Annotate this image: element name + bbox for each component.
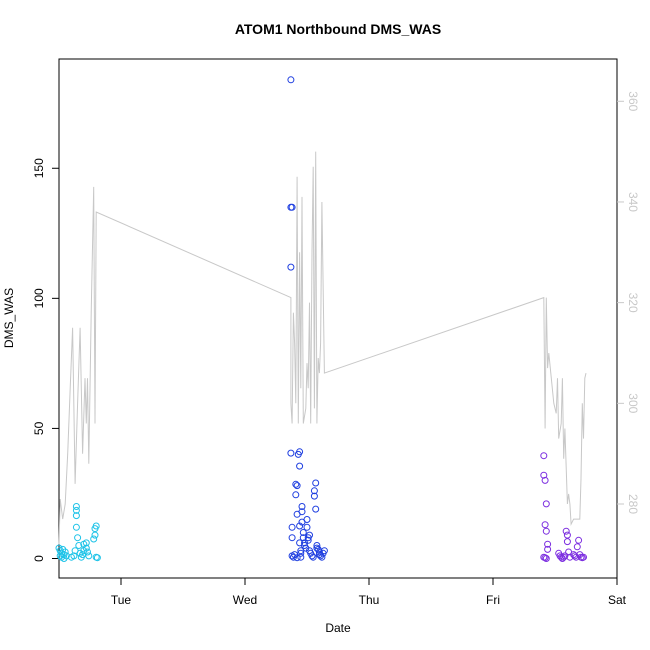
series-3-point (541, 554, 549, 562)
series-3-point (542, 527, 550, 535)
series-2-point (310, 492, 318, 500)
series-3-point (573, 543, 581, 551)
chart-title: ATOM1 Northbound DMS_WAS (235, 21, 441, 37)
series-2-point (293, 482, 301, 490)
series-2-point (292, 491, 300, 499)
series-2-point (308, 552, 316, 560)
series-3-point (575, 536, 583, 544)
series-1-point (85, 552, 93, 560)
series-2-point (297, 549, 305, 557)
y-tick-label: 0 (32, 555, 46, 562)
x-tick-label: Fri (486, 593, 500, 607)
series-2-point (306, 531, 313, 539)
series-2-point (303, 523, 311, 531)
x-axis-label: Date (325, 621, 351, 635)
series-1-point (91, 531, 99, 539)
series-2-point (318, 553, 326, 561)
y2-axis: 280 300 320 340 360 (617, 91, 640, 514)
series-1-point (82, 539, 90, 547)
series-1-point (72, 506, 80, 514)
series-1-point (90, 535, 98, 543)
series-2-point (288, 523, 296, 531)
series-3-point (540, 452, 548, 460)
points-layer (55, 76, 587, 562)
y2-tick-label: 300 (626, 393, 640, 413)
y-tick-label: 150 (32, 158, 46, 178)
series-2-point (287, 263, 295, 271)
series-2-point (309, 553, 317, 561)
y-axis: 0 50 100 150 (32, 158, 59, 562)
series-2-point (287, 76, 295, 84)
series-1-point (62, 552, 70, 560)
y2-tick-label: 320 (626, 293, 640, 313)
series-2-point (298, 508, 306, 516)
series-2-point (304, 536, 312, 544)
series-3-point (541, 521, 549, 529)
series-3-point (561, 552, 569, 560)
series-3-point (542, 555, 550, 562)
series-1-point (92, 522, 100, 530)
series-2-point (287, 449, 295, 457)
series-2-point (293, 554, 301, 562)
series-4-line (58, 151, 587, 545)
series-3-point (562, 527, 570, 535)
series-3-point (557, 553, 565, 561)
series-2-point (312, 479, 320, 487)
y2-tick-label: 360 (626, 91, 640, 111)
x-tick-label: Tue (111, 593, 132, 607)
series-2-point (288, 203, 296, 211)
plot-area (58, 58, 618, 579)
series-2-point (292, 480, 300, 488)
series-2-point (296, 462, 304, 470)
y2-tick-label: 340 (626, 192, 640, 212)
series-2-point (288, 534, 296, 542)
series-1-point (93, 554, 101, 562)
y-tick-label: 100 (32, 288, 46, 308)
y-axis-label: DMS_WAS (2, 288, 16, 348)
y-tick-label: 50 (32, 421, 46, 435)
x-tick-label: Sat (608, 593, 627, 607)
series-2-point (312, 505, 320, 513)
series-1-point (74, 534, 82, 542)
series-2-point (299, 529, 307, 536)
series-1-point (72, 503, 80, 510)
series-2-point (296, 448, 304, 456)
series-1-point (61, 548, 69, 556)
series-1-point (70, 552, 78, 560)
series-1-point (84, 548, 91, 556)
series-2-point (298, 503, 306, 510)
series-3-point (563, 531, 571, 539)
series-3-point (540, 471, 548, 479)
series-3-point (542, 500, 550, 508)
series-3-point (544, 540, 552, 548)
x-tick-label: Thu (359, 593, 380, 607)
series-2-point (297, 553, 305, 561)
plot-frame (58, 58, 618, 579)
series-3-point (541, 476, 549, 484)
series-2-point (313, 542, 321, 549)
series-1-point (72, 523, 80, 531)
x-axis: Tue Wed Thu Fri Sat (111, 578, 627, 607)
y2-tick-label: 280 (626, 494, 640, 514)
line-series-layer (58, 151, 587, 545)
series-1-point (72, 512, 80, 520)
series-2-point (320, 547, 328, 555)
series-1-point (75, 542, 83, 549)
series-1-point (82, 544, 90, 552)
series-2-point (303, 516, 311, 523)
series-3-point (580, 553, 587, 561)
x-tick-label: Wed (233, 593, 257, 607)
series-3-point (544, 545, 552, 553)
series-2-point (310, 487, 318, 495)
series-3-point (563, 538, 571, 546)
